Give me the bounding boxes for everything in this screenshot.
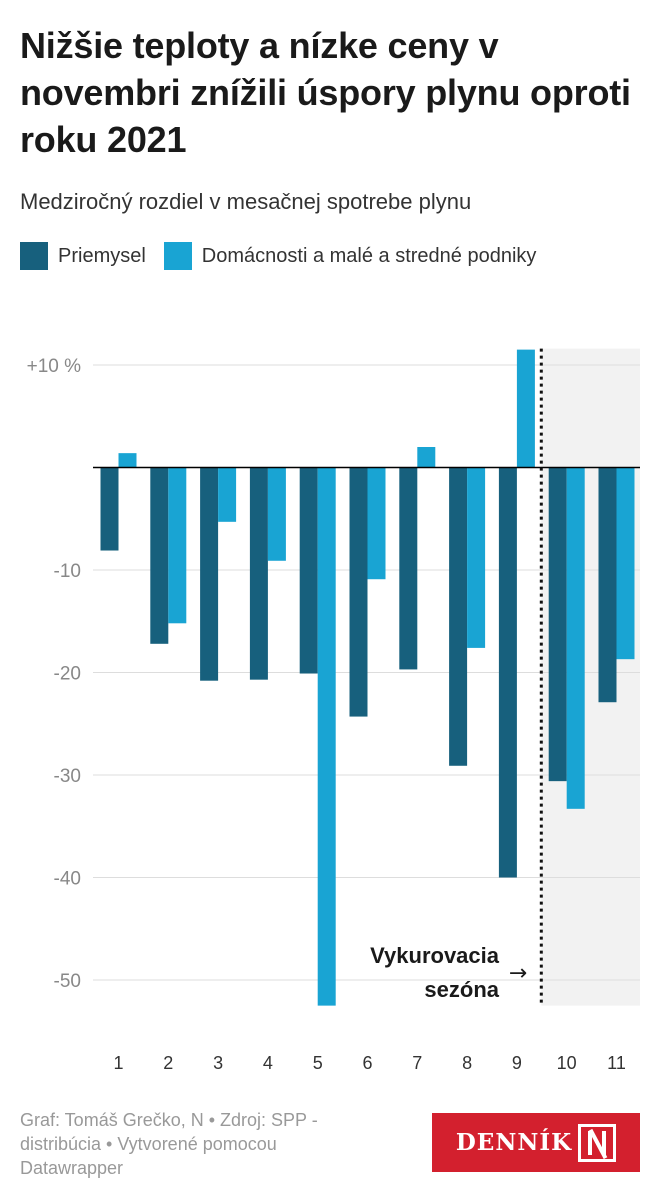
y-tick-label: -30 — [54, 766, 81, 787]
bar-industry — [150, 467, 169, 644]
logo-text: DENNÍK — [455, 1129, 573, 1156]
bar-households — [317, 467, 336, 1006]
bar-households — [118, 453, 137, 468]
bar-households — [367, 467, 386, 580]
bar-households — [218, 467, 237, 522]
bar-industry — [349, 467, 368, 717]
bar-households — [267, 467, 286, 561]
chart-subtitle: Medziročný rozdiel v mesačnej spotrebe p… — [20, 189, 472, 214]
bar-households — [616, 467, 635, 660]
bar-households — [417, 447, 436, 468]
y-tick-label: -20 — [54, 664, 81, 685]
legend-item-households: Domácnosti a malé a stredné podniky — [163, 242, 537, 270]
x-tick-label: 7 — [412, 1053, 422, 1073]
x-tick-label: 9 — [512, 1053, 522, 1073]
y-tick-label: -10 — [54, 561, 81, 582]
legend-swatch-industry — [20, 242, 48, 270]
annotation-arrow-icon: → — [509, 961, 527, 986]
x-tick-label: 4 — [263, 1053, 273, 1073]
x-tick-label: 10 — [557, 1053, 577, 1073]
annotation-line1: Vykurovacia — [370, 943, 500, 968]
bar-chart: +10 % -10 -20 -30 -40 -50 Vykurovacia sezóna → 1 2… — [27, 348, 640, 1073]
bar-industry — [249, 467, 268, 680]
dennik-n-logo[interactable]: DENNÍK — [432, 1113, 640, 1172]
y-tick-label: -40 — [54, 869, 81, 890]
legend: Priemysel Domácnosti a malé a stredné po… — [20, 242, 554, 270]
y-tick-label: +10 % — [27, 356, 82, 377]
source-credit: Graf: Tomáš Grečko, N • Zdroj: SPP - dis… — [20, 1110, 318, 1178]
legend-swatch-households — [163, 242, 192, 270]
legend-label-industry: Priemysel — [58, 244, 146, 267]
annotation-line2: sezóna — [424, 977, 499, 1002]
bar-households — [467, 467, 486, 648]
bar-households — [566, 467, 585, 809]
x-tick-label: 1 — [113, 1053, 123, 1073]
chart-title: Nižšie teploty a nízke ceny v novembri z… — [20, 25, 631, 160]
bar-industry — [100, 467, 119, 551]
bar-industry — [498, 467, 517, 878]
bar-industry — [598, 467, 617, 703]
bar-industry — [299, 467, 318, 674]
bar-industry — [449, 467, 468, 766]
x-tick-label: 6 — [362, 1053, 372, 1073]
bar-industry — [200, 467, 219, 681]
logo-n-icon — [578, 1123, 617, 1162]
x-tick-label: 3 — [213, 1053, 223, 1073]
bar-industry — [399, 467, 418, 670]
x-tick-label: 11 — [607, 1053, 626, 1073]
legend-label-households: Domácnosti a malé a stredné podniky — [201, 244, 537, 267]
bar-households — [516, 349, 535, 468]
y-tick-label: -50 — [54, 971, 81, 992]
x-tick-label: 8 — [462, 1053, 472, 1073]
bar-households — [168, 467, 187, 624]
x-tick-label: 2 — [163, 1053, 173, 1073]
legend-item-industry: Priemysel — [20, 242, 146, 270]
x-tick-label: 5 — [313, 1053, 323, 1073]
bar-industry — [548, 467, 567, 782]
